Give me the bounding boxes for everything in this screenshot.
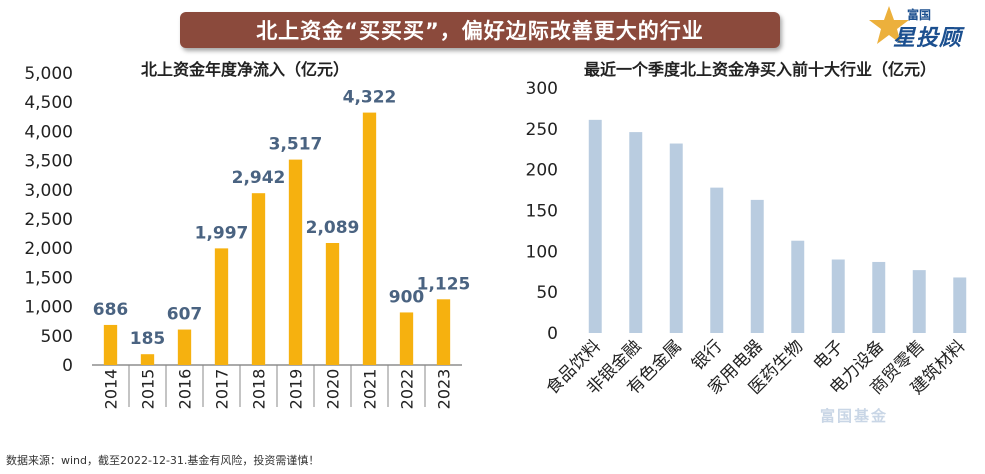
right-bar — [872, 261, 886, 333]
left-y-tick-label: 3,000 — [24, 181, 73, 201]
left-bar-value-label: 185 — [130, 329, 166, 349]
left-bar-value-label: 3,517 — [269, 135, 323, 155]
left-x-tick-label: 2016 — [176, 369, 195, 410]
left-bar-value-label: 686 — [93, 300, 129, 320]
logo-top-text: 富国 — [907, 8, 932, 22]
left-y-tick-label: 2,000 — [24, 239, 73, 259]
left-x-tick-label: 2014 — [102, 369, 121, 410]
right-bar — [669, 143, 683, 333]
left-bar — [140, 354, 155, 365]
left-y-tick-label: 0 — [62, 356, 73, 376]
left-x-tick-label: 2019 — [287, 369, 306, 410]
right-bar — [953, 277, 967, 333]
left-y-tick-label: 500 — [41, 327, 73, 347]
left-x-tick-label: 2017 — [213, 369, 232, 410]
left-y-tick-label: 4,500 — [24, 93, 73, 113]
left-chart-title: 北上资金年度净流入（亿元） — [141, 60, 349, 79]
right-y-tick-label: 200 — [526, 161, 558, 181]
right-bar — [750, 199, 764, 333]
left-bar-chart: 北上资金年度净流入（亿元） 0 500 1,000 1,500 2,000 2,500 3,0… — [24, 60, 470, 409]
left-y-tick-label: 5,000 — [24, 64, 73, 84]
left-x-tick-label: 2020 — [324, 369, 343, 410]
brand-logo: 富国 星投顾 — [865, 4, 975, 51]
left-y-tick-label: 1,500 — [24, 268, 73, 288]
left-bar — [436, 299, 451, 365]
left-bar — [103, 324, 118, 365]
right-bar — [629, 132, 643, 333]
left-y-tick-label: 2,500 — [24, 210, 73, 230]
right-y-tick-label: 250 — [526, 120, 558, 140]
left-x-tick-label: 2018 — [250, 369, 269, 410]
right-chart-title: 最近一个季度北上资金净买入前十大行业（亿元） — [584, 60, 936, 79]
left-x-tick-label: 2015 — [139, 369, 158, 410]
left-bar — [214, 248, 229, 365]
star-logo-icon — [869, 6, 909, 44]
left-y-tick-label: 4,000 — [24, 122, 73, 142]
right-y-tick-label: 100 — [526, 242, 558, 262]
right-y-tick-label: 0 — [547, 324, 558, 344]
left-bar-value-label: 1,997 — [195, 223, 249, 243]
left-bar-value-label: 607 — [167, 305, 203, 325]
left-bar — [251, 193, 266, 365]
logo-main-text: 星投顾 — [893, 26, 963, 51]
right-bar — [831, 259, 845, 333]
watermark-text: 富国基金 — [820, 407, 889, 425]
left-x-tick-label: 2021 — [361, 369, 380, 410]
left-bar-value-label: 2,942 — [232, 168, 286, 188]
right-y-tick-label: 150 — [526, 202, 558, 222]
right-bar-chart: 最近一个季度北上资金净买入前十大行业（亿元） 0 50 100 150 200 250 300… — [526, 60, 970, 399]
left-bar-value-label: 4,322 — [343, 88, 397, 108]
left-bar-value-label: 2,089 — [306, 218, 360, 238]
left-bar-value-label: 900 — [389, 287, 425, 307]
left-bar — [288, 159, 303, 365]
banner-title: 北上资金“买买买”，偏好边际改善更大的行业 — [180, 12, 780, 48]
right-bar — [912, 270, 926, 333]
left-bar — [325, 243, 340, 365]
left-x-tick-label: 2022 — [398, 369, 417, 410]
left-x-tick-label: 2023 — [435, 369, 454, 410]
left-bar-value-label: 1,125 — [417, 274, 471, 294]
right-bar — [588, 119, 602, 333]
source-footnote: 数据来源：wind，截至2022-12-31.基金有风险，投资需谨慎！ — [6, 454, 320, 467]
left-bar — [362, 112, 377, 365]
right-y-tick-label: 300 — [526, 79, 558, 99]
left-y-tick-label: 3,500 — [24, 152, 73, 172]
left-y-tick-label: 1,000 — [24, 298, 73, 318]
right-y-tick-label: 50 — [536, 283, 558, 303]
left-bar — [177, 329, 192, 365]
right-bar — [710, 187, 724, 333]
left-bar — [399, 312, 414, 365]
right-bar — [791, 240, 805, 333]
